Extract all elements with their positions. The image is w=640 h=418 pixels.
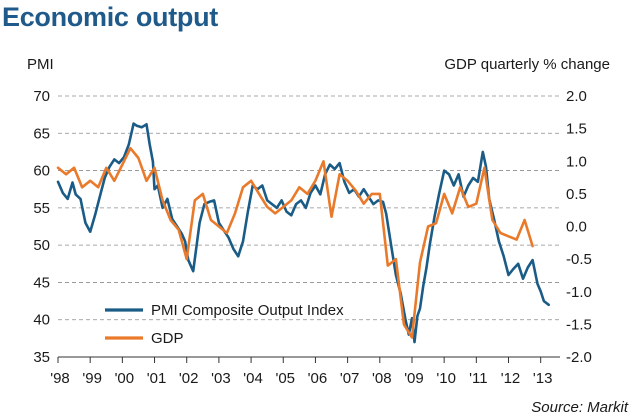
x-tick-label: '05 [275,370,295,387]
x-tick-label: '10 [436,370,456,387]
left-tick-label: 60 [33,163,50,180]
x-tick-label: '01 [147,370,167,387]
x-tick-label: '98 [50,370,70,387]
right-tick-label: -1.5 [566,316,592,333]
left-tick-label: 65 [33,125,50,142]
x-tick-label: '02 [179,370,199,387]
right-y-axis: -2.0 -1.5 -1.0 -0.5 0.0 0.5 1.0 1.5 2.0 [566,88,592,366]
right-tick-label: 2.0 [566,88,587,105]
left-tick-label: 55 [33,200,50,217]
right-tick-label: -0.5 [566,251,592,268]
right-tick-label: -2.0 [566,349,592,366]
x-tick-label: '04 [243,370,263,387]
x-tick-label: '07 [340,370,360,387]
x-tick-label: '12 [501,370,521,387]
right-tick-label: -1.0 [566,284,592,301]
x-tick-label: '99 [82,370,102,387]
x-tick-label: '06 [308,370,328,387]
source-note: Source: Markit [531,399,628,416]
legend: PMI Composite Output Index GDP [105,302,344,347]
left-tick-label: 40 [33,312,50,329]
right-tick-label: 0.0 [566,219,587,236]
gdp-line [56,146,534,339]
x-tick-label: '09 [404,370,424,387]
right-axis-title: GDP quarterly % change [444,56,610,73]
x-tick-label: '11 [469,370,487,387]
right-tick-label: 1.5 [566,121,587,138]
right-tick-label: 1.0 [566,153,587,170]
left-tick-label: 70 [33,88,50,105]
left-tick-label: 45 [33,274,50,291]
legend-gdp-label: GDP [151,330,184,347]
left-y-axis: 35 40 45 50 55 60 65 70 [33,88,50,366]
x-tick-label: '00 [115,370,135,387]
chart-title: Economic output [2,2,218,32]
x-tick-label: '03 [211,370,231,387]
right-tick-label: 0.5 [566,186,587,203]
x-tick-label: '08 [372,370,392,387]
left-tick-label: 35 [33,349,50,366]
x-tick-label: '13 [533,370,553,387]
left-tick-label: 50 [33,237,50,254]
legend-pmi-label: PMI Composite Output Index [151,302,344,319]
series-lines [56,122,550,344]
x-axis: '98 '99 '00 '01 '02 '03 '04 '05 '06 '07 '08 '09 '10 '… [50,356,560,387]
pmi-line [56,122,550,344]
left-axis-title: PMI [27,56,54,73]
